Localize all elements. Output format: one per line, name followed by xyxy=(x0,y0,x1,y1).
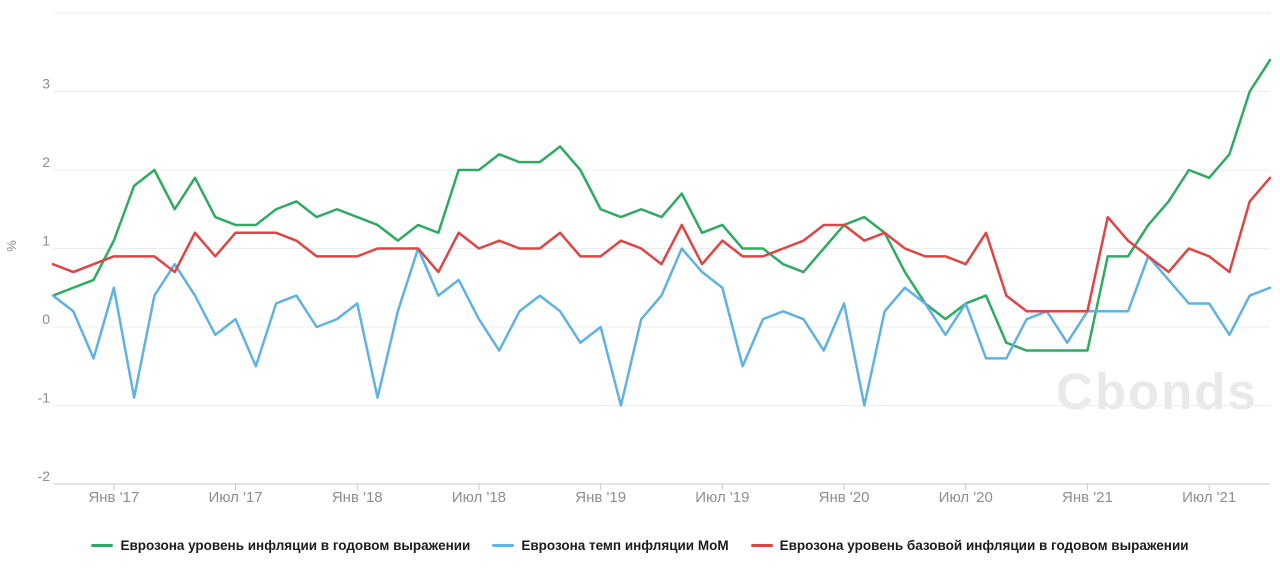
x-axis-tick-label: Июл '21 xyxy=(1182,489,1236,506)
x-axis-labels: Янв '17 Июл '17 Янв '18 Июл '18 Янв '19 Июл '… xyxy=(88,484,1236,506)
y-axis-tick-label: 2 xyxy=(42,154,50,170)
legend-label: Еврозона уровень инфляции в годовом выра… xyxy=(120,538,471,553)
x-axis-tick-label: Янв '18 xyxy=(332,489,383,506)
cbonds-watermark: Cbonds xyxy=(1056,366,1258,417)
legend-label: Еврозона уровень базовой инфляции в годо… xyxy=(779,538,1189,553)
series-line-0 xyxy=(51,58,1272,352)
x-axis-tick-label: Янв '19 xyxy=(575,489,626,506)
x-axis-tick-label: Июл '19 xyxy=(695,489,749,506)
x-axis-tick-label: Июл '18 xyxy=(452,489,506,506)
chart-legend: Еврозона уровень инфляции в годовом выра… xyxy=(0,538,1280,553)
legend-item-2[interactable]: Еврозона уровень базовой инфляции в годо… xyxy=(750,538,1189,553)
legend-dash-icon xyxy=(91,544,114,547)
x-axis-tick-label: Июл '17 xyxy=(208,489,262,506)
legend-label: Еврозона темп инфляции MoM xyxy=(521,538,729,553)
y-axis-labels: 3 2 1 0 -1 -2 xyxy=(38,76,51,485)
gridlines xyxy=(53,12,1270,485)
y-axis-tick-label: 3 xyxy=(42,76,50,92)
x-axis-tick-label: Янв '20 xyxy=(819,489,870,506)
y-axis-tick-label: 0 xyxy=(42,311,50,327)
y-axis-tick-label: -2 xyxy=(38,468,51,484)
y-axis-tick-label: 1 xyxy=(42,233,50,249)
legend-dash-icon xyxy=(492,544,515,547)
x-axis-tick-label: Июл '20 xyxy=(939,489,993,506)
series-lines xyxy=(51,58,1272,407)
legend-dash-icon xyxy=(750,544,773,547)
y-axis-tick-label: -1 xyxy=(38,390,51,406)
x-axis-tick-label: Янв '21 xyxy=(1062,489,1113,506)
series-line-1 xyxy=(51,247,1272,407)
x-axis-tick-label: Янв '17 xyxy=(88,489,139,506)
y-axis-unit-label: % xyxy=(4,240,19,252)
legend-item-0[interactable]: Еврозона уровень инфляции в годовом выра… xyxy=(91,538,470,553)
legend-item-1[interactable]: Еврозона темп инфляции MoM xyxy=(492,538,729,553)
plot-area[interactable] xyxy=(53,13,1270,484)
series-line-2 xyxy=(51,176,1272,313)
